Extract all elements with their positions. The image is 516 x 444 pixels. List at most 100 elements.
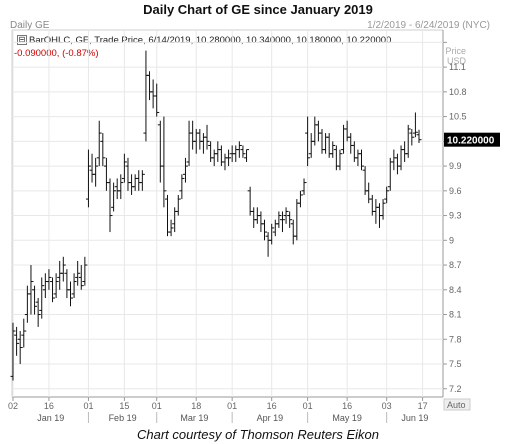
ohlc-bar — [276, 211, 282, 228]
ohlc-bar — [283, 207, 289, 224]
x-axis: 02 16 01 15 01 18 01 16 01 16 03 17 Jan 19 Feb 19 Mar … — [8, 397, 471, 423]
ohlc-bar — [258, 211, 264, 233]
date-range: 1/2/2019 - 6/24/2019 (NYC) — [367, 20, 490, 31]
ohlc-bar — [384, 186, 390, 204]
ohlc-bar — [269, 223, 275, 245]
chart-caption: Chart courtesy of Thomson Reuters Eikon — [136, 427, 380, 442]
ohlc-bar — [197, 128, 203, 150]
x-tick-label: 01 — [83, 401, 93, 411]
month-label: Mar 19 — [180, 413, 208, 423]
month-label: Jun 19 — [401, 413, 428, 423]
ohlc-bar — [78, 265, 84, 290]
y-tick-label: 9.3 — [449, 211, 462, 221]
ohlc-bar — [416, 129, 422, 143]
month-label: May 19 — [332, 413, 362, 423]
ohlc-bar — [366, 182, 372, 204]
ohlc-bar — [21, 318, 27, 348]
ohlc-bar — [129, 174, 135, 195]
ohlc-bar — [211, 149, 217, 167]
ohlc-bar — [251, 207, 257, 228]
currency-label: USD — [446, 56, 466, 66]
grid-lines — [11, 29, 444, 398]
ohlc-bar — [200, 133, 206, 154]
ohlc-bar — [182, 157, 188, 183]
ohlc-bar — [161, 116, 167, 208]
y-tick-label: 8.4 — [449, 285, 462, 295]
ohlc-bar — [154, 83, 160, 117]
ohlc-bar — [28, 265, 34, 315]
ohlc-bar — [75, 260, 81, 286]
y-tick-label: 8.7 — [449, 260, 462, 270]
ohlc-bar — [121, 153, 127, 183]
x-tick-label: 03 — [382, 401, 392, 411]
ohlc-bar — [323, 133, 329, 154]
ohlc-bar — [71, 273, 77, 299]
ohlc-bar — [262, 219, 268, 241]
ohlc-bar — [359, 149, 365, 171]
ohlc-bar — [93, 157, 99, 187]
ohlc-bar — [208, 141, 214, 162]
y-tick-label: 9.9 — [449, 161, 462, 171]
ohlc-bar — [337, 149, 343, 171]
y-axis: 7.2 7.5 7.8 8.1 8.4 8.7 9 9.3 9.6 9.9 10.5 10.8 11.1… — [443, 41, 500, 394]
ohlc-bar — [82, 256, 88, 286]
ohlc-bar — [132, 174, 138, 191]
y-tick-label: 7.8 — [449, 334, 462, 344]
ohlc-bar — [373, 199, 379, 224]
ohlc-bar — [279, 211, 285, 233]
ohlc-info-text: BarOHLC, GE, Trade Price, 6/14/2019, 10.… — [29, 35, 392, 46]
ohlc-bar — [89, 153, 95, 183]
x-tick-label: 16 — [342, 401, 352, 411]
ohlc-bar — [100, 133, 106, 167]
ohlc-bar — [50, 277, 56, 303]
ohlc-bar — [380, 199, 386, 220]
y-tick-label: 11.1 — [449, 62, 466, 72]
last-price-label: 10.220000 — [447, 136, 495, 147]
x-tick-label: 02 — [8, 401, 18, 411]
y-tick-label: 7.2 — [449, 384, 462, 394]
ohlc-bar — [168, 219, 174, 237]
x-tick-label: 16 — [267, 401, 277, 411]
ohlc-bar — [287, 211, 293, 228]
ohlc-info-line: ⊟ BarOHLC, GE, Trade Price, 6/14/2019, 10… — [17, 35, 391, 46]
ohlc-bar — [35, 298, 41, 327]
ohlc-bar — [53, 273, 59, 299]
ohlc-bar — [218, 145, 224, 167]
ohlc-bar — [348, 133, 354, 154]
y-tick-label: 7.5 — [449, 359, 462, 369]
price-label: Price — [445, 46, 466, 56]
ohlc-bar — [301, 178, 307, 195]
ohlc-bar — [294, 199, 300, 241]
ohlc-bar — [111, 182, 117, 212]
ohlc-bar — [215, 141, 221, 162]
ohlc-bar — [394, 153, 400, 175]
x-tick-label: 01 — [152, 401, 162, 411]
ohlc-bar — [233, 145, 239, 162]
ohlc-bar — [39, 277, 45, 319]
x-tick-label: 16 — [44, 401, 54, 411]
ohlc-bar — [32, 285, 38, 315]
x-tick-label: 18 — [191, 401, 201, 411]
change-info: -0.090000, (-0.87%) — [14, 48, 99, 59]
ohlc-bar — [236, 141, 242, 158]
ohlc-bar — [107, 178, 113, 233]
collapse-icon[interactable]: ⊟ — [17, 35, 27, 46]
ohlc-bars — [10, 50, 422, 381]
ohlc-bar — [64, 269, 70, 299]
ohlc-bar — [67, 281, 73, 307]
chart-title: Daily Chart of GE since January 2019 — [143, 2, 373, 17]
ohlc-bar — [204, 124, 210, 150]
ohlc-bar — [412, 112, 418, 138]
y-tick-label: 10.8 — [449, 87, 467, 97]
auto-label: Auto — [447, 400, 466, 410]
ohlc-bar — [118, 174, 124, 200]
ohlc-bar — [175, 194, 181, 216]
ohlc-bar — [387, 157, 393, 191]
ohlc-bar — [297, 190, 303, 208]
month-label: Feb 19 — [109, 413, 137, 423]
ohlc-bar — [308, 133, 314, 158]
x-tick-label: 01 — [303, 401, 313, 411]
ohlc-bar — [409, 128, 415, 146]
y-tick-label: 9 — [449, 235, 454, 245]
